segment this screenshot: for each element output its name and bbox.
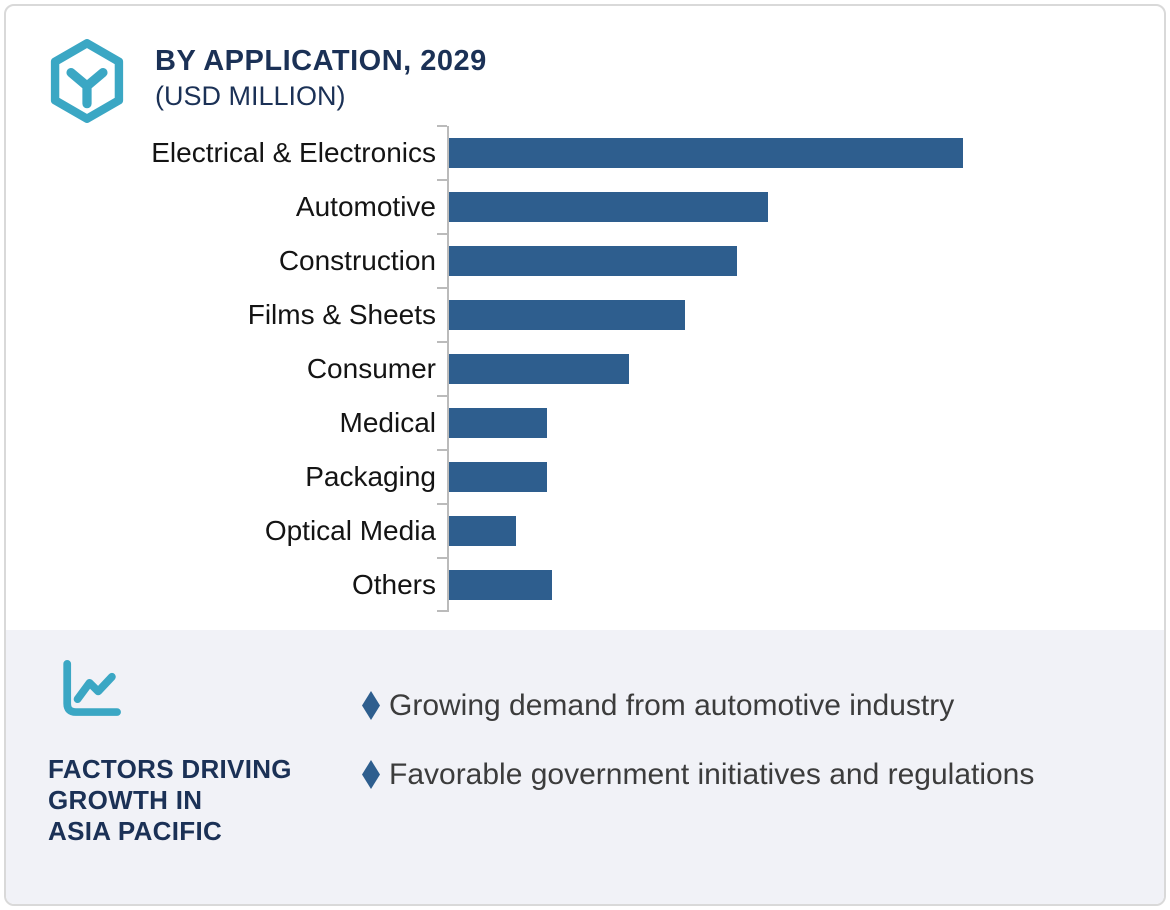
bar — [449, 408, 547, 438]
diamond-bullet-icon — [362, 760, 380, 789]
bar — [449, 354, 629, 384]
category-label: Automotive — [295, 191, 436, 222]
list-item: Growing demand from automotive industry — [362, 680, 1034, 731]
bar-track — [437, 233, 1150, 288]
bar — [449, 138, 963, 168]
bar — [449, 516, 516, 546]
factors-heading: FACTORS DRIVING GROWTH IN ASIA PACIFIC — [48, 754, 292, 847]
category-label: Medical — [339, 407, 436, 438]
infographic-card: BY APPLICATION, 2029 (USD MILLION) Elect… — [4, 4, 1166, 906]
bar-track — [437, 179, 1150, 234]
chart-subtitle: (USD MILLION) — [155, 81, 346, 111]
bar-track — [437, 395, 1150, 450]
chart-row: Electrical & Electronics — [20, 125, 1150, 180]
category-label: Electrical & Electronics — [151, 137, 436, 168]
hexagon-logo-icon — [50, 39, 124, 123]
bar-track — [437, 287, 1150, 342]
bar — [449, 246, 737, 276]
factors-heading-line: ASIA PACIFIC — [48, 816, 223, 846]
diamond-bullet-icon — [362, 691, 380, 720]
bullet-text: Growing demand from automotive industry — [389, 689, 955, 722]
factors-bullet-list: Growing demand from automotive industry … — [362, 680, 1034, 818]
chart-title-block: BY APPLICATION, 2029 (USD MILLION) — [155, 44, 487, 112]
bar-track — [437, 449, 1150, 504]
category-label: Others — [351, 569, 436, 600]
line-chart-icon — [63, 660, 121, 716]
category-label: Packaging — [305, 461, 436, 492]
factors-panel: FACTORS DRIVING GROWTH IN ASIA PACIFIC G… — [6, 630, 1164, 904]
list-item: Favorable government initiatives and reg… — [362, 749, 1034, 800]
bar-track — [437, 557, 1150, 612]
bar-track — [437, 125, 1150, 180]
bar — [449, 300, 685, 330]
chart-row: Construction — [20, 233, 1150, 288]
category-label: Construction — [278, 245, 436, 276]
bar — [449, 462, 547, 492]
category-label: Optical Media — [264, 515, 436, 546]
chart-row: Medical — [20, 395, 1150, 450]
category-label: Consumer — [306, 353, 436, 384]
bullet-text: Favorable government initiatives and reg… — [389, 758, 1035, 791]
chart-row: Packaging — [20, 449, 1150, 504]
factors-heading-line: GROWTH IN — [48, 785, 203, 815]
chart-row: Consumer — [20, 341, 1150, 396]
bar-track — [437, 503, 1150, 558]
chart-row: Optical Media — [20, 503, 1150, 558]
bar-track — [437, 341, 1150, 396]
bar — [449, 570, 552, 600]
bar — [449, 192, 768, 222]
chart-row: Others — [20, 557, 1150, 612]
category-label: Films & Sheets — [247, 299, 436, 330]
chart-title: BY APPLICATION, 2029 — [155, 45, 487, 77]
chart-row: Automotive — [20, 179, 1150, 234]
bar-chart: Electrical & Electronics Automotive Constr… — [20, 125, 1150, 612]
factors-heading-line: FACTORS DRIVING — [48, 754, 292, 784]
chart-row: Films & Sheets — [20, 287, 1150, 342]
